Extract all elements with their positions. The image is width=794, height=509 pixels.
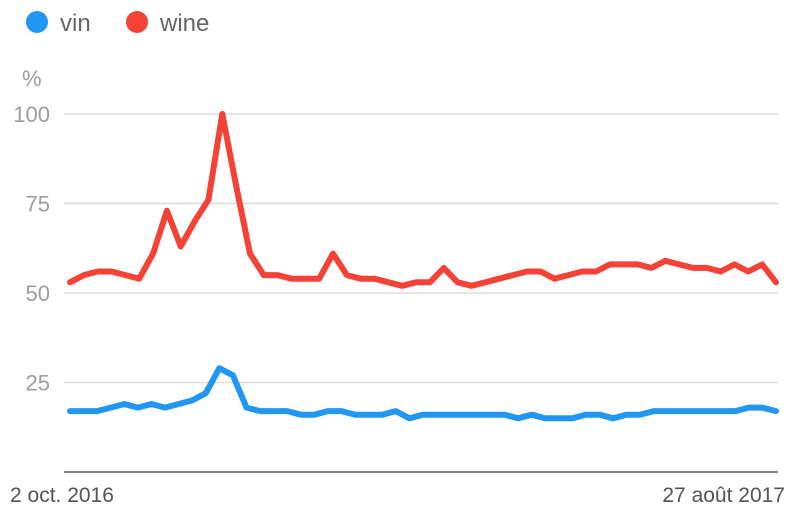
x-end-label: 27 août 2017 bbox=[662, 484, 785, 507]
y-tick-label-100: 100 bbox=[13, 102, 50, 127]
series-lines bbox=[67, 111, 779, 422]
y-unit-label: % bbox=[22, 66, 42, 91]
legend-item-wine[interactable]: wine bbox=[126, 10, 209, 37]
y-tick-label-75: 75 bbox=[26, 192, 50, 217]
series-line-wine[interactable] bbox=[67, 111, 779, 289]
gridlines bbox=[64, 113, 778, 384]
legend-item-vin[interactable]: vin bbox=[26, 10, 91, 37]
y-tick-label-50: 50 bbox=[26, 281, 50, 306]
legend: vin wine bbox=[26, 10, 209, 37]
legend-label-wine: wine bbox=[159, 10, 209, 37]
y-tick-labels: 25 50 75 100 bbox=[13, 102, 50, 396]
legend-label-vin: vin bbox=[60, 10, 91, 37]
legend-dot-vin bbox=[26, 11, 48, 33]
legend-dot-wine bbox=[126, 11, 148, 33]
series-line-vin[interactable] bbox=[67, 365, 779, 422]
y-tick-label-25: 25 bbox=[26, 371, 50, 396]
x-start-label: 2 oct. 2016 bbox=[10, 484, 114, 507]
